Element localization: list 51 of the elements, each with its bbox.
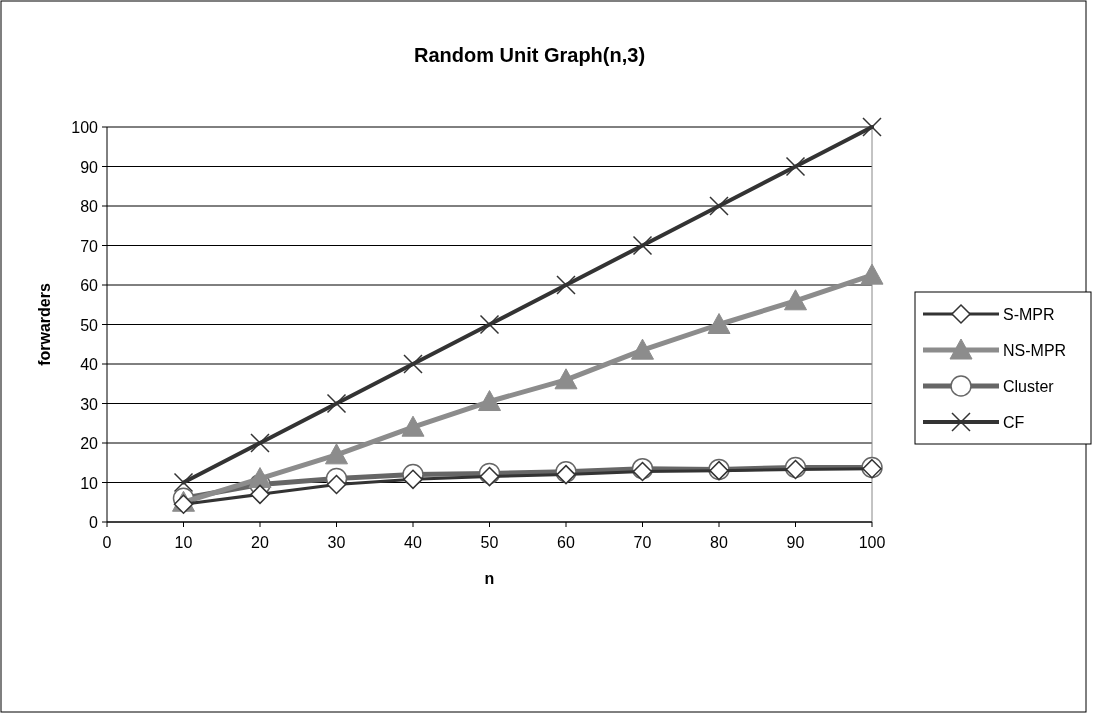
point xyxy=(250,433,270,453)
y-tick-label: 80 xyxy=(80,198,99,215)
y-tick-label: 40 xyxy=(80,356,99,373)
y-tick-label: 70 xyxy=(80,237,99,255)
point xyxy=(862,117,882,137)
x-tick-label: 10 xyxy=(174,534,193,551)
point xyxy=(403,354,423,374)
y-tick-label: 90 xyxy=(80,158,99,176)
y-tick-label: 100 xyxy=(71,119,99,136)
point xyxy=(860,263,884,285)
point xyxy=(173,472,194,493)
x-tick-label: 60 xyxy=(557,534,575,551)
point xyxy=(403,469,423,490)
point xyxy=(709,196,729,216)
x-tick-label: 100 xyxy=(858,534,886,551)
point xyxy=(556,275,576,295)
point xyxy=(326,393,347,414)
x-tick-label: 50 xyxy=(480,534,499,551)
legend-label: Cluster xyxy=(1003,378,1055,395)
point xyxy=(707,313,731,334)
x-tick-label: 30 xyxy=(327,534,346,551)
point xyxy=(554,368,578,390)
y-tick-label: 60 xyxy=(80,277,99,294)
point xyxy=(250,484,270,505)
point xyxy=(631,338,654,360)
x-axis-title: n xyxy=(484,570,495,587)
y-axis-title: forwarders xyxy=(36,283,53,366)
x-tick-label: 90 xyxy=(786,534,805,551)
point xyxy=(479,314,500,335)
point xyxy=(401,415,425,437)
point xyxy=(785,156,806,177)
point xyxy=(784,289,807,311)
x-tick-label: 40 xyxy=(404,534,422,551)
point xyxy=(325,443,348,465)
legend-label: NS-MPR xyxy=(1003,342,1067,359)
x-tick-label: 80 xyxy=(710,534,728,551)
x-tick-label: 0 xyxy=(102,534,112,551)
point xyxy=(248,467,272,489)
y-tick-label: 50 xyxy=(80,316,99,334)
point xyxy=(326,474,347,495)
chart-title: Random Unit Graph(n,3) xyxy=(413,44,646,66)
y-tick-label: 30 xyxy=(80,395,99,413)
x-tick-label: 20 xyxy=(251,534,269,551)
x-tick-label: 70 xyxy=(633,534,652,551)
point xyxy=(478,390,501,412)
legend-label: CF xyxy=(1003,414,1025,431)
y-tick-label: 10 xyxy=(80,474,99,492)
y-tick-label: 20 xyxy=(80,435,99,452)
y-tick-label: 0 xyxy=(89,514,99,531)
legend-label: S-MPR xyxy=(1003,306,1055,323)
point xyxy=(632,235,653,256)
